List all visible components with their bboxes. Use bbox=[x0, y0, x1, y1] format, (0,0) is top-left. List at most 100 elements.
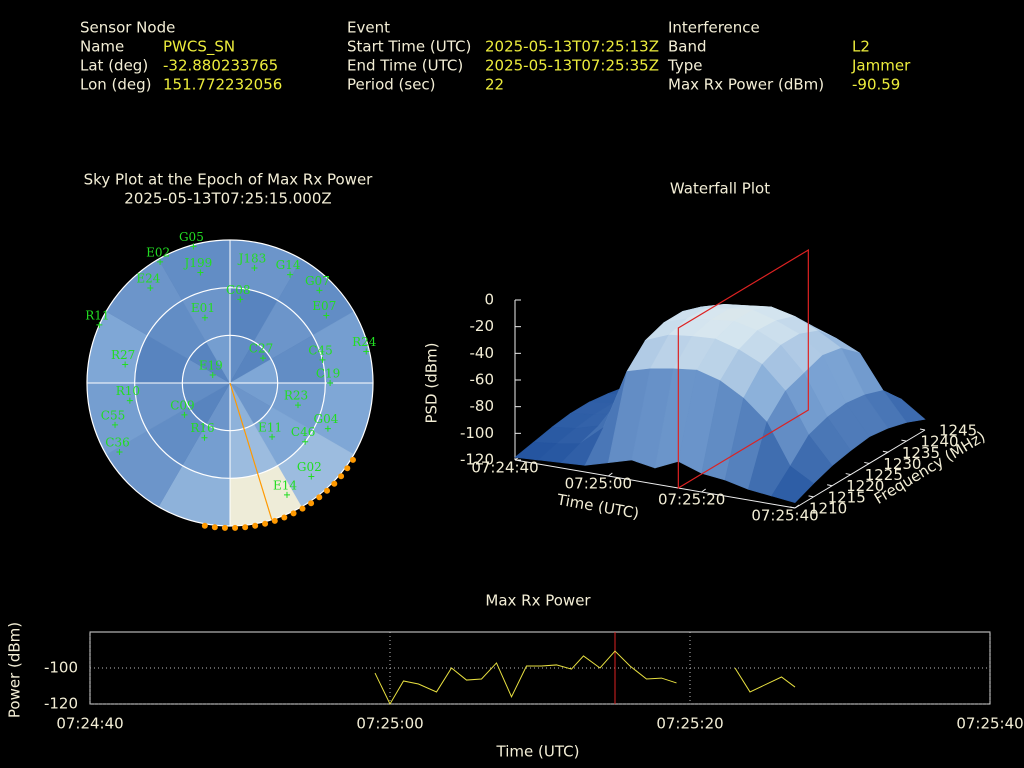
satellite-label: C36 bbox=[105, 436, 129, 450]
x-tick-label: 07:25:00 bbox=[356, 715, 423, 733]
field-value: 151.772232056 bbox=[163, 76, 282, 94]
y-tick-label: 1245 bbox=[939, 422, 977, 440]
satellite-label: E14 bbox=[273, 478, 297, 492]
x-tick bbox=[608, 472, 613, 477]
y-tick bbox=[882, 450, 888, 453]
y-tick-label: 1240 bbox=[920, 433, 958, 451]
bearing-point bbox=[344, 465, 351, 472]
field-label: Band bbox=[668, 38, 707, 56]
z-tick-label: -40 bbox=[470, 344, 495, 362]
satellite-marker bbox=[116, 449, 123, 456]
satellite-marker bbox=[201, 434, 208, 441]
satellite-label: R27 bbox=[111, 348, 135, 362]
satellite-marker bbox=[287, 271, 294, 278]
field-label: Lat (deg) bbox=[80, 57, 148, 75]
field-value: PWCS_SN bbox=[163, 38, 235, 57]
field-value: Jammer bbox=[851, 57, 911, 75]
bearing-point bbox=[299, 505, 306, 512]
satellite-marker bbox=[181, 411, 188, 418]
satellite-marker bbox=[251, 264, 258, 271]
bearing-point bbox=[221, 524, 228, 531]
bearing-point bbox=[201, 522, 208, 529]
bearing-point bbox=[211, 524, 218, 531]
satellite-marker bbox=[209, 371, 216, 378]
field-label: Lon (deg) bbox=[80, 76, 152, 94]
satellite-label: R24 bbox=[352, 335, 377, 349]
bearing-point bbox=[232, 524, 239, 531]
satellite-label: C45 bbox=[308, 343, 332, 357]
y-tick-label: 1210 bbox=[809, 500, 847, 518]
satellite-label: E11 bbox=[258, 420, 282, 434]
y-tick-label: -120 bbox=[44, 695, 78, 713]
bearing-point bbox=[262, 520, 269, 527]
bearing-point bbox=[271, 517, 278, 524]
chart-title: Sky Plot at the Epoch of Max Rx Power bbox=[84, 171, 374, 189]
x-tick-label: 07:25:20 bbox=[658, 491, 725, 509]
axis-line bbox=[514, 459, 796, 509]
x-tick-label: 07:24:40 bbox=[56, 715, 123, 733]
satellite-marker bbox=[122, 361, 129, 368]
y-tick-label: 1230 bbox=[883, 455, 921, 473]
x-tick-label: 07:25:00 bbox=[565, 475, 632, 493]
field-label: Max Rx Power (dBm) bbox=[668, 76, 824, 94]
bearing-point bbox=[349, 456, 356, 463]
satellite-marker bbox=[324, 425, 331, 432]
satellite-marker bbox=[302, 438, 309, 445]
y-tick-label: 1235 bbox=[902, 444, 940, 462]
y-tick bbox=[827, 484, 833, 487]
satellite-label: C27 bbox=[249, 342, 273, 356]
chart-title: Waterfall Plot bbox=[670, 180, 770, 198]
satellite-marker bbox=[237, 296, 244, 303]
satellite-marker bbox=[96, 321, 103, 328]
satellite-marker bbox=[316, 287, 323, 294]
bearing-point bbox=[290, 510, 297, 517]
z-axis-title: PSD (dBm) bbox=[423, 342, 441, 423]
satellite-label: G05 bbox=[179, 230, 204, 244]
satellite-marker bbox=[157, 258, 164, 265]
satellite-marker bbox=[126, 397, 133, 404]
satellite-marker bbox=[319, 356, 326, 363]
satellite-label: C09 bbox=[170, 398, 194, 412]
section-title: Event bbox=[347, 19, 390, 37]
satellite-label: G04 bbox=[313, 412, 338, 426]
z-tick-label: -80 bbox=[470, 397, 495, 415]
satellite-marker bbox=[283, 491, 290, 498]
satellite-label: C46 bbox=[291, 425, 315, 439]
bearing-point bbox=[252, 522, 259, 529]
field-label: Name bbox=[80, 38, 124, 56]
x-tick-label: 07:25:40 bbox=[751, 507, 818, 525]
x-tick bbox=[701, 488, 706, 493]
field-label: End Time (UTC) bbox=[347, 57, 463, 75]
satellite-label: E07 bbox=[312, 299, 336, 313]
satellite-marker bbox=[327, 380, 334, 386]
satellite-label: J199 bbox=[183, 256, 213, 270]
section-title: Sensor Node bbox=[80, 19, 175, 37]
satellite-label: G02 bbox=[297, 460, 322, 474]
z-tick-label: -20 bbox=[470, 317, 495, 335]
y-tick bbox=[919, 428, 926, 431]
y-tick bbox=[808, 495, 814, 498]
field-value: -32.880233765 bbox=[163, 57, 278, 75]
y-axis-title: Power (dBm) bbox=[6, 622, 24, 718]
x-axis-title: Time (UTC) bbox=[496, 743, 580, 761]
bearing-point bbox=[308, 500, 315, 507]
y-tick bbox=[901, 439, 907, 442]
jammer-bearing bbox=[229, 382, 273, 520]
field-label: Start Time (UTC) bbox=[347, 38, 471, 56]
z-tick-label: 0 bbox=[484, 291, 494, 309]
y-tick-label: 1215 bbox=[828, 488, 866, 506]
satellite-label: J183 bbox=[237, 251, 267, 265]
satellite-label: E24 bbox=[136, 272, 160, 286]
x-tick bbox=[794, 504, 800, 509]
satellite-marker bbox=[295, 402, 302, 409]
satellite-label: G07 bbox=[305, 274, 330, 288]
satellite-marker bbox=[308, 473, 315, 480]
satellite-marker bbox=[112, 421, 119, 428]
satellite-marker bbox=[269, 433, 276, 440]
field-value: 22 bbox=[485, 76, 504, 94]
satellite-marker bbox=[197, 269, 204, 276]
satellite-marker bbox=[323, 312, 330, 319]
satellite-marker bbox=[259, 355, 266, 362]
